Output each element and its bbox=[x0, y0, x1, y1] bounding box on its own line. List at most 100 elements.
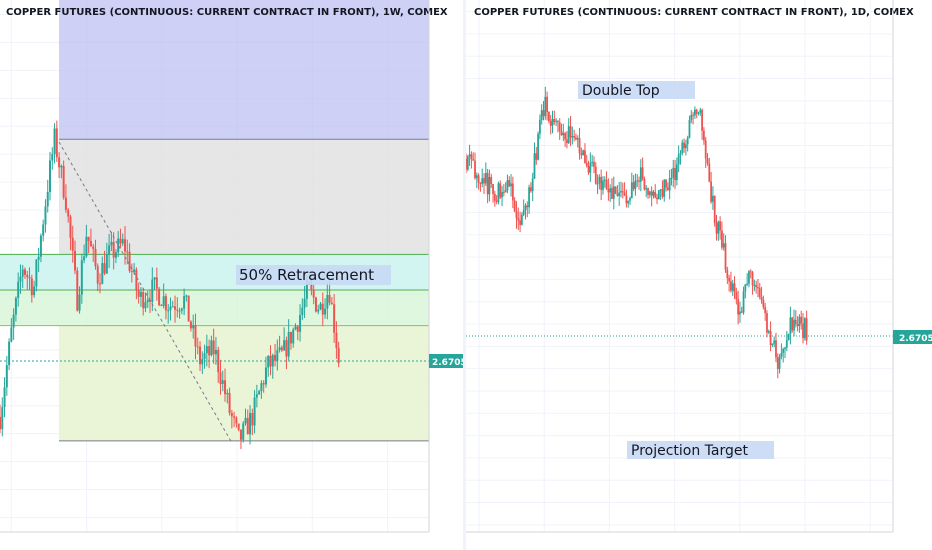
daily-candle-body bbox=[501, 192, 503, 198]
daily-candle-body bbox=[684, 144, 687, 149]
daily-candle-body bbox=[558, 122, 561, 132]
weekly-last-price-badge bbox=[429, 354, 463, 368]
daily-candle-body bbox=[661, 189, 664, 197]
daily-candle-body bbox=[468, 154, 471, 157]
daily-candle-body bbox=[695, 109, 698, 114]
weekly-candle-body bbox=[214, 349, 217, 355]
weekly-candle-body bbox=[49, 160, 52, 192]
weekly-candle-body bbox=[314, 297, 317, 312]
weekly-candle-body bbox=[312, 289, 315, 298]
weekly-candle-body bbox=[121, 239, 124, 244]
weekly-candle-body bbox=[174, 306, 177, 310]
daily-candle-body bbox=[706, 158, 709, 164]
weekly-candle-body bbox=[251, 413, 254, 426]
daily-candle-body bbox=[553, 119, 556, 122]
weekly-candle-body bbox=[78, 294, 81, 311]
daily-candle-body bbox=[544, 96, 547, 117]
daily-candle-body bbox=[721, 230, 723, 248]
daily-candle-body bbox=[683, 142, 685, 149]
weekly-candle-body bbox=[283, 340, 286, 351]
daily-candle-body bbox=[739, 311, 741, 315]
daily-candle-body bbox=[517, 218, 520, 221]
weekly-candle-body bbox=[278, 347, 281, 351]
daily-candle-body bbox=[520, 214, 523, 225]
weekly-candle-body bbox=[144, 302, 147, 309]
daily-candle-body bbox=[591, 161, 594, 163]
daily-candle-body bbox=[751, 272, 754, 286]
daily-candle-body bbox=[769, 331, 772, 345]
daily-candle-body bbox=[719, 221, 722, 231]
weekly-candle-body bbox=[146, 299, 149, 303]
weekly-candle-body bbox=[326, 294, 329, 309]
daily-candle-body bbox=[621, 191, 624, 193]
weekly-candle-body bbox=[142, 291, 145, 309]
daily-last-price-label: 2.6705 bbox=[899, 334, 932, 344]
daily-candle-body bbox=[693, 109, 696, 116]
daily-candle-body bbox=[665, 179, 667, 188]
daily-candle-body bbox=[602, 180, 604, 190]
fib-zone-05-0382 bbox=[0, 290, 429, 326]
weekly-candle-body bbox=[176, 309, 179, 311]
weekly-candle-body bbox=[89, 241, 92, 247]
weekly-candle-body bbox=[219, 372, 222, 385]
daily-candle-body bbox=[710, 181, 713, 202]
weekly-candle-body bbox=[80, 260, 83, 295]
weekly-candle-body bbox=[335, 332, 338, 348]
weekly-candle-body bbox=[249, 413, 252, 435]
daily-candle-body bbox=[524, 205, 527, 210]
daily-candle-body bbox=[686, 137, 689, 145]
fib-retracement-zones bbox=[0, 0, 429, 441]
daily-candle-body bbox=[785, 340, 788, 348]
weekly-candle-body bbox=[126, 251, 129, 253]
daily-candle-body bbox=[656, 197, 658, 200]
weekly-candle-body bbox=[242, 423, 245, 440]
weekly-candle-body bbox=[276, 350, 279, 361]
weekly-last-price-label: 2.6705 bbox=[432, 358, 467, 368]
daily-candle-body bbox=[510, 183, 512, 187]
daily-candle-body bbox=[528, 187, 530, 208]
daily-candle-body bbox=[495, 200, 498, 202]
weekly-candle-body bbox=[317, 309, 320, 312]
weekly-candle-body bbox=[64, 197, 67, 210]
daily-candle-body bbox=[764, 307, 767, 314]
weekly-candle-body bbox=[69, 216, 72, 238]
weekly-candle-body bbox=[185, 295, 188, 297]
weekly-candle-body bbox=[194, 325, 197, 347]
weekly-candle-body bbox=[183, 296, 186, 309]
daily-candles bbox=[465, 86, 808, 379]
daily-candle-body bbox=[645, 188, 648, 190]
daily-candle-body bbox=[629, 198, 631, 201]
daily-candle-body bbox=[490, 177, 493, 185]
daily-candle-body bbox=[481, 178, 484, 184]
weekly-candle-body bbox=[37, 256, 40, 260]
weekly-chart-panel: 50% Retracement COPPER FUTURES (CONTINUO… bbox=[0, 0, 467, 533]
daily-candle-body bbox=[670, 177, 673, 179]
daily-candle-body bbox=[803, 318, 806, 339]
weekly-candle-body bbox=[226, 392, 229, 395]
weekly-candle-body bbox=[228, 392, 231, 413]
retracement-trendline bbox=[58, 141, 233, 444]
panel-separator bbox=[463, 0, 466, 550]
daily-candle-body bbox=[776, 357, 779, 369]
daily-candle-body bbox=[508, 180, 511, 187]
daily-candle-body bbox=[679, 153, 682, 155]
daily-candle-body bbox=[697, 112, 700, 114]
daily-candle-body bbox=[744, 284, 747, 292]
daily-candle-body bbox=[483, 178, 485, 184]
weekly-candle-body bbox=[105, 254, 108, 274]
daily-candle-body bbox=[475, 175, 478, 179]
daily-candle-body bbox=[775, 340, 777, 358]
weekly-candle-body bbox=[201, 359, 204, 365]
daily-candle-body bbox=[603, 179, 606, 181]
daily-candle-body bbox=[753, 284, 756, 286]
daily-candle-body bbox=[731, 283, 734, 291]
weekly-candle-body bbox=[55, 128, 58, 158]
weekly-candle-body bbox=[87, 236, 90, 242]
daily-candle-body bbox=[576, 138, 579, 140]
daily-grid bbox=[466, 0, 893, 532]
annotation-bg bbox=[236, 265, 391, 285]
daily-candle-body bbox=[477, 175, 480, 183]
daily-candle-body bbox=[535, 153, 538, 160]
weekly-candle-body bbox=[244, 417, 247, 424]
